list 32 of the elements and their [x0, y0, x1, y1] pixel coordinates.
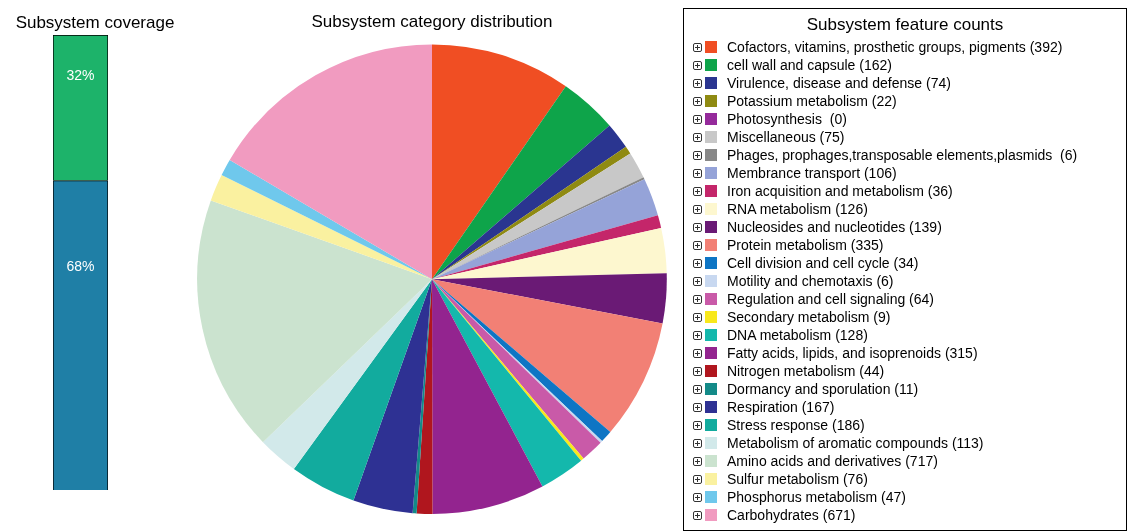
legend-label: Metabolism of aromatic compounds (113)	[727, 435, 984, 451]
legend-label: Virulence, disease and defense (74)	[727, 75, 951, 91]
legend-label: DNA metabolism (128)	[727, 327, 868, 343]
legend-label: Iron acquisition and metabolism (36)	[727, 183, 953, 199]
data-label: 68%	[66, 258, 95, 275]
legend-label: Photosynthesis (0)	[727, 111, 847, 127]
legend-label: Secondary metabolism (9)	[727, 309, 891, 325]
legend-label: Miscellaneous (75)	[727, 129, 845, 145]
legend-title: Subsystem feature counts	[805, 15, 1005, 35]
legend-label: Fatty acids, lipids, and isoprenoids (315)	[727, 345, 978, 361]
legend-label: Membrance transport (106)	[727, 165, 897, 181]
legend-label: Respiration (167)	[727, 399, 835, 415]
legend-label: RNA metabolism (126)	[727, 201, 868, 217]
legend-label: Nitrogen metabolism (44)	[727, 363, 885, 379]
legend-label: Potassium metabolism (22)	[727, 93, 897, 109]
legend-label: Motility and chemotaxis (6)	[727, 273, 894, 289]
legend-label: Protein metabolism (335)	[727, 237, 884, 253]
legend-label: Phages, prophages,transposable elements,plasmids (6)	[727, 147, 1078, 163]
legend-label: Carbohydrates (671)	[727, 507, 856, 523]
legend-label: Stress response (186)	[727, 417, 865, 433]
data-label: 32%	[66, 66, 95, 83]
legend-label: Nucleosides and nucleotides (139)	[727, 219, 942, 235]
legend-label: Regulation and cell signaling (64)	[727, 291, 935, 307]
chart-title: Subsystem coverage	[15, 13, 175, 32]
legend-label: Dormancy and sporulation (11)	[727, 381, 919, 397]
legend-label: Phosphorus metabolism (47)	[727, 489, 906, 505]
legend-label: Cofactors, vitamins, prosthetic groups, pigments (392)	[727, 39, 1063, 55]
chart-title: Subsystem category distribution	[311, 11, 553, 31]
legend-label: Amino acids and derivatives (717)	[727, 453, 938, 469]
legend-label: cell wall and capsule (162)	[727, 57, 892, 73]
legend-label: Sulfur metabolism (76)	[727, 471, 868, 487]
legend-label: Cell division and cell cycle (34)	[727, 255, 919, 271]
